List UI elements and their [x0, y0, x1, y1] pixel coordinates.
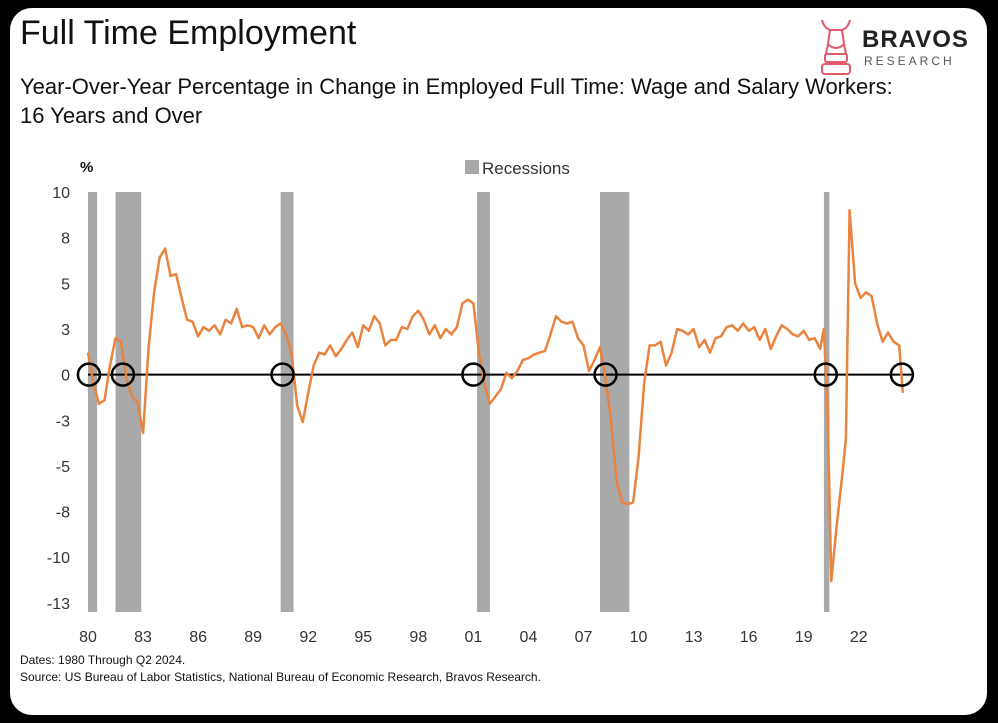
y-axis-unit-label: %: [80, 159, 93, 176]
y-tick-label: -8: [56, 505, 70, 522]
x-axis: 80 83 86 89 92 95 98 01 04 07 10 13 16 19 22: [79, 629, 868, 646]
recession-band-3: [477, 192, 490, 612]
y-axis: 10 8 5 3 0 -3 -5 -8 -10 -13: [47, 185, 70, 613]
brand-name: BRAVOS: [862, 26, 969, 53]
zero-cross-marker: [76, 362, 102, 387]
zero-cross-marker: [813, 362, 838, 387]
recession-band-4: [600, 192, 630, 612]
y-tick-label: 8: [61, 231, 70, 248]
y-tick-label: -5: [56, 459, 70, 476]
x-tick-label: 10: [630, 629, 648, 646]
x-tick-label: 07: [575, 629, 593, 646]
y-tick-label: 0: [61, 368, 70, 385]
legend-label: Recessions: [482, 159, 570, 178]
footer: Dates: 1980 Through Q2 2024. Source: US …: [20, 652, 541, 686]
zero-cross-marker: [110, 362, 136, 387]
y-tick-label: 5: [61, 276, 70, 293]
chart-title: Full Time Employment: [20, 14, 357, 52]
series-line: [86, 209, 905, 583]
zero-cross-markers: [76, 362, 915, 387]
brand-tagline: RESEARCH: [864, 54, 955, 68]
y-tick-label: -13: [47, 596, 70, 613]
x-tick-label: 89: [244, 629, 262, 646]
legend-swatch: [465, 160, 479, 174]
x-tick-label: 01: [464, 629, 482, 646]
zero-cross-marker: [593, 362, 618, 387]
x-tick-label: 95: [354, 629, 372, 646]
x-tick-label: 04: [520, 629, 538, 646]
x-tick-label: 98: [409, 629, 427, 646]
footer-dates: Dates: 1980 Through Q2 2024.: [20, 653, 186, 667]
y-tick-label: 3: [61, 322, 70, 339]
x-tick-label: 19: [795, 629, 813, 646]
footer-source: Source: US Bureau of Labor Statistics, N…: [20, 670, 541, 684]
zero-cross-marker: [889, 362, 915, 387]
x-tick-label: 92: [299, 629, 317, 646]
recession-band-0: [88, 192, 98, 612]
x-tick-label: 83: [134, 629, 152, 646]
recession-bands: [88, 192, 830, 612]
chart-subtitle: Year-Over-Year Percentage in Change in E…: [20, 74, 893, 128]
y-tick-label: -3: [56, 413, 70, 430]
y-tick-label: -10: [47, 550, 70, 567]
x-tick-label: 13: [685, 629, 703, 646]
brand-logo: BRAVOS RESEARCH: [810, 10, 980, 80]
y-tick-label: 10: [52, 185, 70, 202]
bull-icon: [821, 19, 851, 75]
x-tick-label: 16: [740, 629, 758, 646]
legend: Recessions: [465, 159, 570, 178]
recession-band-2: [280, 192, 294, 612]
zero-cross-marker: [461, 362, 486, 387]
x-tick-label: 86: [189, 629, 207, 646]
x-tick-label: 22: [850, 629, 868, 646]
x-tick-label: 80: [79, 629, 97, 646]
zero-cross-marker: [270, 362, 295, 387]
